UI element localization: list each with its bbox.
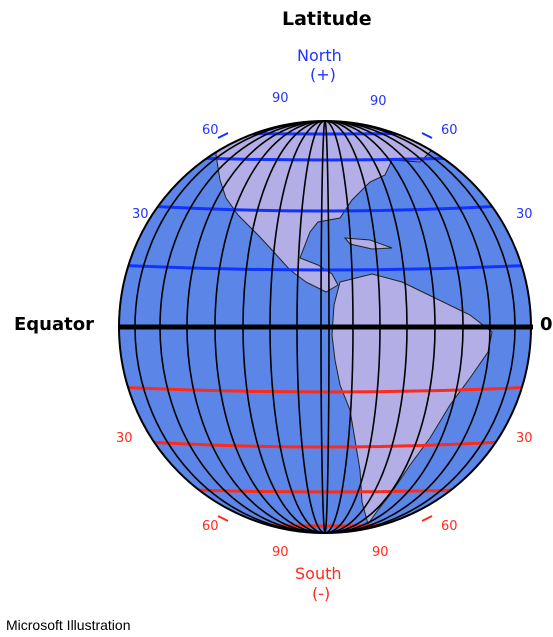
tick-60-south-right — [421, 515, 433, 522]
lat-60-south-right: 60 — [441, 519, 458, 534]
south-latitude-line — [119, 385, 531, 394]
lat-90-north-left: 90 — [272, 91, 289, 106]
lat-60-north-left: 60 — [202, 123, 219, 138]
south-label: South — [295, 564, 342, 583]
lat-30-north-right: 30 — [516, 207, 533, 222]
diagram-title: Latitude — [282, 8, 372, 30]
lat-90-south-left: 90 — [272, 545, 289, 560]
tick-60-north-right — [421, 132, 433, 139]
tick-60-north-left — [217, 132, 229, 139]
cuba-island — [343, 237, 393, 250]
lat-60-north-right: 60 — [441, 123, 458, 138]
south-sign: (-) — [312, 584, 331, 603]
credit-text: Microsoft Illustration — [6, 617, 131, 633]
lat-30-south-left: 30 — [116, 431, 133, 446]
equator-label: Equator — [14, 314, 94, 335]
lat-90-south-right: 90 — [372, 545, 389, 560]
tick-60-south-left — [217, 515, 229, 522]
lat-90-north-right: 90 — [370, 94, 387, 109]
north-latitude-line — [119, 263, 531, 272]
lat-30-north-left: 30 — [132, 207, 149, 222]
globe-outline — [118, 120, 532, 534]
lat-30-south-right: 30 — [516, 431, 533, 446]
equator-value: 0 — [540, 314, 553, 335]
lat-60-south-left: 60 — [202, 519, 219, 534]
north-label: North — [297, 46, 342, 65]
south-latitude-line — [119, 438, 531, 449]
north-sign: (+) — [310, 65, 336, 84]
